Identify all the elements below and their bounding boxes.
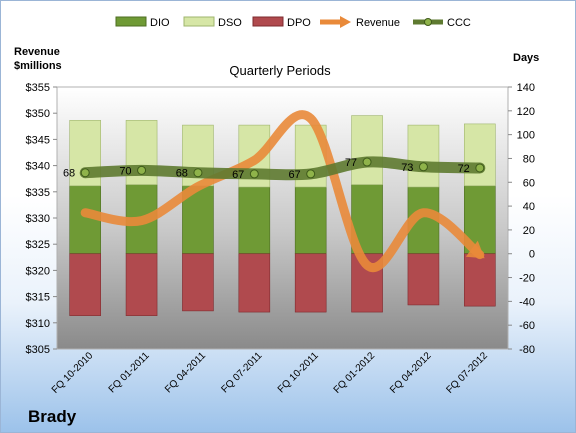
ccc-data-label: 77	[345, 157, 357, 169]
x-tick-label: FQ 04-2011	[163, 350, 208, 395]
ccc-point	[306, 169, 316, 179]
ccc-data-label: 73	[401, 162, 413, 174]
bar-dso	[407, 124, 440, 188]
left-tick-label: $315	[26, 292, 50, 304]
legend-marker-ccc	[424, 18, 432, 26]
left-axis-title-line2: $millions	[14, 60, 62, 72]
legend-item-ccc[interactable]: CCC	[413, 17, 471, 29]
left-tick-label: $350	[26, 108, 50, 120]
right-tick-label: 60	[523, 177, 535, 189]
legend-item-revenue[interactable]: Revenue	[320, 16, 400, 29]
legend-item-dio[interactable]: DIO	[115, 16, 170, 29]
left-tick-label: $320	[26, 265, 50, 277]
ccc-data-label: 72	[458, 163, 470, 175]
lines-layer: 68 70 68 67 67 77 73 72	[63, 110, 486, 272]
right-tick-label: 80	[523, 153, 535, 165]
legend-item-dpo[interactable]: DPO	[252, 16, 311, 29]
bar-dso	[351, 115, 383, 185]
company-label: Brady	[28, 407, 77, 426]
bar-dpo	[238, 253, 271, 313]
bar-dpo	[125, 253, 158, 316]
x-tick-label: FQ 10-2011	[276, 350, 321, 395]
ccc-point	[418, 162, 428, 172]
legend-label-dpo: DPO	[287, 17, 311, 29]
legend-arrow-icon	[340, 16, 351, 28]
legend-swatch-dpo	[252, 16, 284, 27]
chart-title: Quarterly Periods	[229, 63, 331, 78]
ccc-point	[137, 165, 147, 175]
right-tick-label: 0	[529, 249, 535, 261]
bar-dio	[238, 186, 271, 255]
legend-label-dso: DSO	[218, 17, 242, 29]
ccc-point	[193, 168, 203, 178]
right-tick-label: 100	[517, 130, 535, 142]
legend-label-revenue: Revenue	[356, 17, 400, 29]
revenue-arrowhead	[465, 240, 485, 259]
right-tick-label: -40	[519, 296, 535, 308]
ccc-point	[362, 157, 372, 167]
ccc-data-label: 67	[232, 169, 244, 181]
x-tick-label: FQ 07-2011	[219, 350, 264, 395]
legend-swatch-dso	[183, 16, 215, 27]
left-tick-label: $325	[26, 239, 50, 251]
ccc-point	[475, 163, 485, 173]
bar-dpo	[464, 253, 496, 307]
left-tick-label: $340	[26, 161, 50, 173]
right-tick-label: -80	[519, 344, 535, 356]
bar-dpo	[407, 253, 440, 306]
right-tick-label: 120	[517, 106, 535, 118]
right-tick-label: 20	[523, 225, 535, 237]
legend-label-ccc: CCC	[447, 17, 471, 29]
x-tick-label: FQ 07-2012	[444, 350, 490, 396]
x-tick-label: FQ 01-2012	[332, 350, 378, 396]
ccc-line	[79, 156, 486, 181]
left-tick-label: $330	[26, 213, 50, 225]
x-tick-label: FQ 04-2012	[388, 350, 434, 396]
bars-layer	[69, 115, 496, 316]
legend-swatch-dio	[115, 16, 147, 27]
left-tick-label: $335	[26, 187, 50, 199]
left-tick-label: $345	[26, 134, 50, 146]
bar-dpo	[69, 253, 101, 316]
x-tick-label: FQ 01-2011	[107, 350, 152, 395]
left-tick-label: $355	[26, 82, 50, 94]
ccc-point	[249, 169, 259, 179]
left-axis-title-line1: Revenue	[14, 46, 60, 58]
revenue-line	[80, 110, 485, 272]
right-tick-label: -20	[519, 273, 535, 285]
left-tick-label: $305	[26, 344, 50, 356]
legend-label-dio: DIO	[150, 17, 170, 29]
legend: DIO DSO DPO Revenue CCC	[115, 16, 471, 29]
ccc-data-label: 68	[63, 168, 75, 180]
bar-dso	[464, 123, 496, 187]
right-tick-label: 140	[517, 82, 535, 94]
bar-dpo	[182, 253, 214, 312]
right-tick-label: -60	[519, 320, 535, 332]
ccc-point	[80, 168, 90, 178]
x-tick-label: FQ 10-2010	[50, 350, 96, 396]
right-axis-title: Days	[513, 52, 539, 64]
ccc-data-label: 67	[288, 169, 300, 181]
bar-dpo	[294, 253, 327, 313]
bar-dio	[294, 186, 327, 255]
left-tick-label: $310	[26, 318, 50, 330]
ccc-data-label: 70	[119, 165, 131, 177]
right-tick-label: 40	[523, 201, 535, 213]
legend-item-dso[interactable]: DSO	[183, 16, 242, 29]
ccc-data-label: 68	[176, 168, 188, 180]
